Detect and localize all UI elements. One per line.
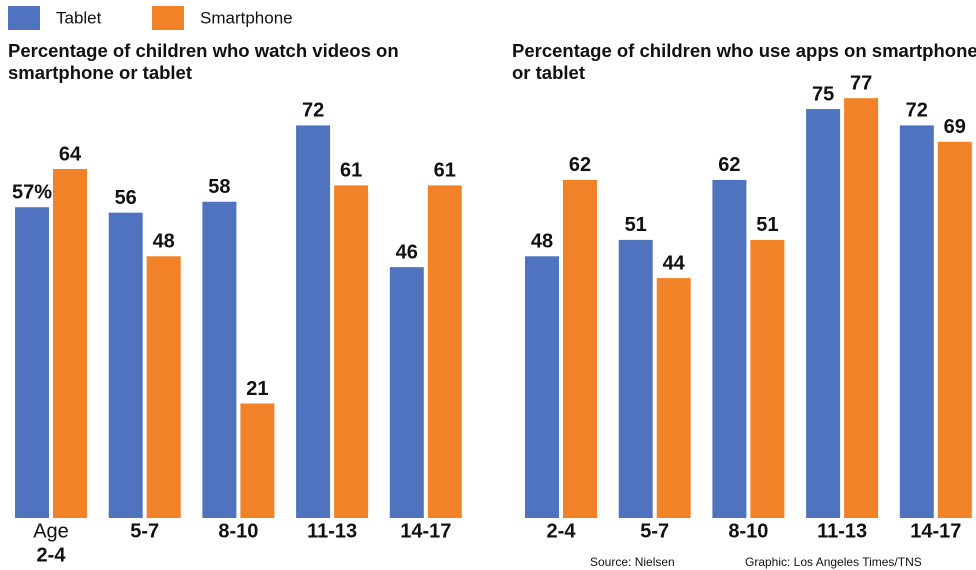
value-label: 21 [246,378,268,400]
value-label: 46 [396,241,418,263]
value-label: 77 [850,72,872,94]
x-tick-label: 2-4 [547,520,577,542]
x-tick-label: 8-10 [728,520,768,542]
bar [899,125,934,519]
value-label: 51 [625,214,647,236]
value-label: 48 [531,231,553,253]
value-label: 56 [115,187,137,209]
legend-label: Tablet [56,8,102,27]
legend-swatch [8,6,40,30]
value-label: 69 [944,116,966,138]
value-label: 62 [569,154,591,176]
value-label: 61 [340,160,362,182]
bar [656,278,691,518]
x-tick-label: 5-7 [130,520,159,542]
value-label: 48 [153,231,175,253]
x-tick-label: 5-7 [640,520,669,542]
bar [389,267,424,518]
value-label: 64 [59,143,82,165]
bar [240,403,275,518]
credit: Graphic: Los Angeles Times/TNS [745,555,922,569]
bar [937,141,972,518]
bar [618,239,653,519]
value-label: 61 [434,160,456,182]
bar [844,98,879,518]
x-tick-label: 11-13 [817,520,867,542]
category-prefix: Age [33,520,69,542]
bar [146,256,181,518]
chart-title: Percentage of children who use apps on s… [512,40,976,83]
bar [427,185,462,519]
bar [15,207,49,518]
value-label: 51 [756,214,778,236]
x-tick-label: 14-17 [910,520,961,542]
value-label: 57% [12,181,52,203]
bar [334,185,369,519]
value-label: 72 [302,100,324,122]
value-label: 44 [663,252,686,274]
legend-label: Smartphone [200,8,293,27]
bar [202,201,237,518]
bar [525,256,559,518]
chart-title: Percentage of children who watch videos … [8,40,399,83]
x-tick-label: 14-17 [400,520,451,542]
value-label: 62 [718,154,740,176]
bar [750,239,785,519]
bar [712,179,747,519]
x-tick-label: 8-10 [218,520,258,542]
source: Source: Nielsen [590,555,675,569]
x-tick-label: 2-4 [37,544,67,566]
value-label: 72 [906,100,928,122]
bar [108,212,143,518]
legend-swatch [152,6,184,30]
bar [296,125,331,519]
value-label: 75 [812,83,834,105]
bar [53,169,87,518]
bar [806,109,841,518]
bar [563,179,597,519]
value-label: 58 [208,176,230,198]
x-tick-label: 11-13 [307,520,357,542]
